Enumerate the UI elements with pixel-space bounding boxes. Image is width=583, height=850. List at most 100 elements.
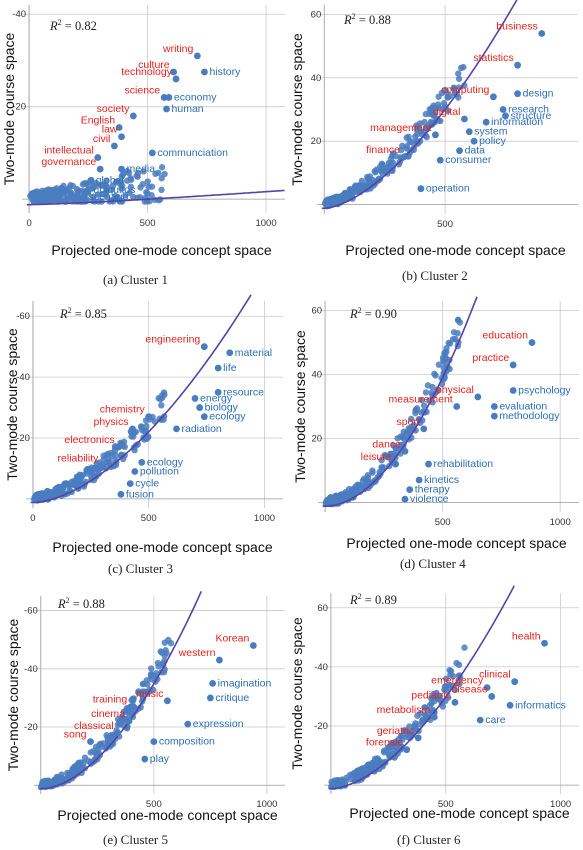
labeled-data-point xyxy=(425,460,432,468)
point-label: measurement xyxy=(389,394,453,406)
y-tick-label: -20 xyxy=(24,722,38,733)
data-point xyxy=(167,640,175,647)
point-label: song xyxy=(64,729,87,741)
data-point xyxy=(446,340,454,347)
point-label: data xyxy=(465,145,486,157)
data-point xyxy=(130,193,137,201)
labeled-data-point xyxy=(115,443,123,451)
scatter-plot-cluster-5: 500 1000 -20 -40 -60 Projected one-mode conce… xyxy=(5,590,285,823)
data-point xyxy=(127,174,134,182)
labeled-points: engineering material life resourceenergybio… xyxy=(58,334,273,501)
point-label: global xyxy=(96,175,124,187)
labeled-data-point xyxy=(129,425,136,433)
labeled-data-point xyxy=(514,61,521,69)
labeled-data-point xyxy=(226,349,234,357)
x-tick-label: 1000 xyxy=(255,218,276,229)
point-label: metabolism xyxy=(377,704,431,716)
point-label: music xyxy=(136,688,163,700)
labeled-data-point xyxy=(115,124,123,131)
labeled-data-point xyxy=(417,185,425,193)
caption-cluster-4: (d) Cluster 4 xyxy=(400,556,466,571)
r-squared-label: R2 = 0.90 xyxy=(349,306,397,321)
data-point xyxy=(461,644,468,651)
data-point xyxy=(368,765,376,772)
point-label: human xyxy=(172,103,204,115)
data-point xyxy=(329,195,336,202)
data-point xyxy=(52,491,60,498)
x-axis-label: Projected one-mode concept space xyxy=(51,242,271,258)
point-label: biology xyxy=(205,402,239,414)
point-label: society xyxy=(97,103,130,115)
labeled-data-point xyxy=(465,128,473,136)
point-label: disease xyxy=(451,683,487,695)
labeled-data-point xyxy=(499,106,507,113)
data-point xyxy=(139,680,146,688)
data-point xyxy=(357,766,364,773)
x-tick-label: 1000 xyxy=(550,517,571,528)
data-point xyxy=(83,470,91,477)
x-tick-label: 500 xyxy=(437,219,453,230)
x-tick-label: 1000 xyxy=(254,513,275,524)
point-label: clinical xyxy=(479,669,511,681)
point-label: education xyxy=(482,330,528,342)
caption-cluster-5: (e) Cluster 5 xyxy=(103,832,168,847)
trend-curve xyxy=(38,590,203,790)
data-point xyxy=(450,329,458,336)
data-point xyxy=(455,70,462,77)
grid xyxy=(318,301,579,512)
data-point xyxy=(397,741,404,749)
data-point xyxy=(365,175,373,183)
data-point xyxy=(447,668,455,675)
data-point xyxy=(109,182,117,190)
data-point xyxy=(348,191,355,198)
y-tick-label: 40 xyxy=(311,73,322,84)
point-label: media xyxy=(127,163,156,175)
data-point xyxy=(397,733,405,740)
labeled-data-point xyxy=(488,693,496,700)
data-point xyxy=(334,781,342,789)
point-label: finance xyxy=(366,144,400,156)
data-point xyxy=(376,163,384,171)
labeled-data-point xyxy=(249,642,257,649)
data-point xyxy=(454,317,462,324)
data-point xyxy=(139,181,146,188)
y-tick-label: -40 xyxy=(24,664,38,675)
data-point xyxy=(435,361,443,368)
data-point xyxy=(144,178,151,185)
x-tick-label: 500 xyxy=(146,799,162,810)
point-label: pediatric xyxy=(411,689,451,701)
point-label: electronics xyxy=(64,434,114,446)
x-tick-label: 0 xyxy=(30,513,35,524)
point-label: expression xyxy=(193,718,244,730)
data-point xyxy=(390,442,397,449)
data-point xyxy=(138,426,146,434)
labeled-data-point xyxy=(490,93,497,101)
labeled-data-point xyxy=(117,490,125,498)
labeled-data-point xyxy=(170,68,178,76)
labeled-data-point xyxy=(514,90,521,98)
data-point xyxy=(81,180,88,187)
data-point xyxy=(363,766,370,773)
point-label: critique xyxy=(215,692,249,704)
data-point xyxy=(435,104,443,111)
point-label: material xyxy=(235,347,272,359)
point-label: therapy xyxy=(415,484,451,496)
point-label: informatics xyxy=(515,699,566,711)
data-point xyxy=(98,182,105,189)
labeled-data-point xyxy=(420,425,428,433)
r-squared-label: R2 = 0.82 xyxy=(49,18,97,33)
trend-curve xyxy=(26,189,285,206)
point-label: statistics xyxy=(473,52,513,64)
data-point xyxy=(104,450,112,458)
data-point xyxy=(461,82,468,89)
data-point xyxy=(358,185,365,192)
labeled-data-point xyxy=(138,458,146,466)
point-label: ubiquitos xyxy=(93,184,135,196)
scatter-panel-cluster-1: 0 500 1000 -20 -40 Projected one-mode concept… xyxy=(0,0,290,268)
data-point xyxy=(412,409,419,417)
data-point xyxy=(69,772,77,780)
data-point xyxy=(103,459,111,466)
point-label: energy xyxy=(200,392,233,404)
point-label: health xyxy=(512,630,541,642)
data-point xyxy=(94,191,102,198)
